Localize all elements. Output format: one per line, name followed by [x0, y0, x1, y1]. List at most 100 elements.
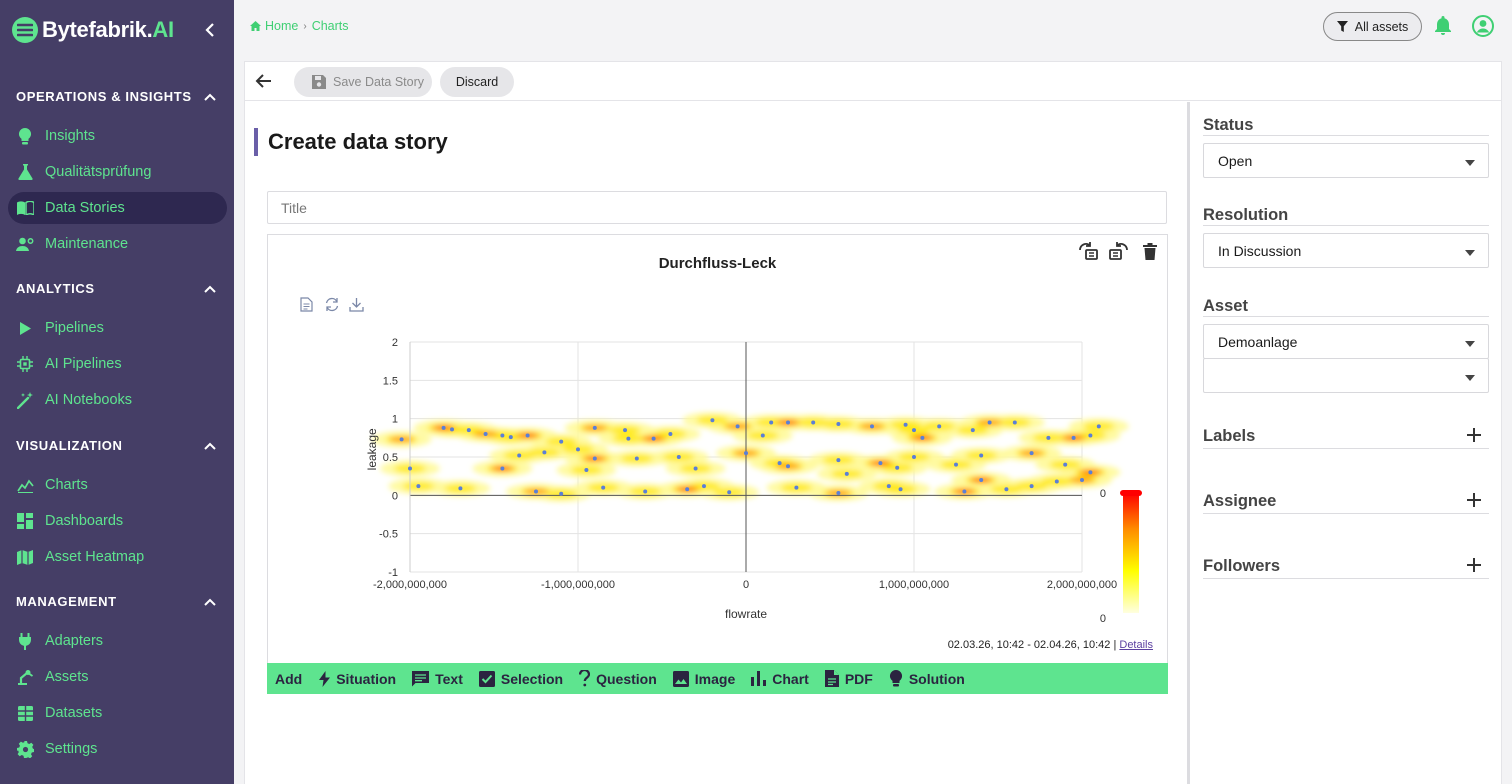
sidebar-item-assets[interactable]: Assets: [8, 661, 227, 693]
sidebar-section-header[interactable]: MANAGEMENT: [16, 591, 216, 611]
add-item-label: Situation: [336, 670, 397, 687]
user-account-icon[interactable]: [1472, 15, 1494, 42]
y-tick-label: -1: [388, 567, 398, 579]
add-situation-button[interactable]: Situation: [319, 670, 397, 687]
save-data-story-button[interactable]: Save Data Story: [294, 67, 432, 97]
chart-time-range: 02.03.26, 10:42 - 02.04.26, 10:42 | Deta…: [947, 639, 1153, 651]
panel-divider[interactable]: [1187, 102, 1190, 784]
chip-icon: [16, 355, 34, 373]
add-selection-button[interactable]: Selection: [478, 670, 563, 687]
download-save-image-icon[interactable]: [348, 296, 365, 313]
sidebar-item-label: Insights: [45, 128, 95, 144]
y-tick-label: 0: [392, 490, 398, 502]
sidebar-item-ai-notebooks[interactable]: AI Notebooks: [8, 384, 227, 416]
restore-refresh-icon[interactable]: [323, 296, 340, 313]
asset-sub-select[interactable]: [1203, 358, 1489, 393]
asset-select[interactable]: Demoanlage: [1203, 324, 1489, 359]
caret-down-icon: [1465, 153, 1475, 169]
x-tick-label: -2,000,000,000: [373, 579, 447, 591]
add-solution-button[interactable]: Solution: [889, 670, 965, 687]
sidebar-item-charts[interactable]: Charts: [8, 469, 227, 501]
data-point: [1004, 487, 1009, 492]
data-point: [979, 478, 984, 482]
resolution-divider: [1203, 225, 1489, 226]
all-assets-filter-button[interactable]: All assets: [1323, 12, 1422, 41]
resolution-value: In Discussion: [1218, 242, 1302, 259]
gear-icon: [16, 740, 34, 758]
sidebar-item-label: Charts: [45, 477, 88, 493]
add-chart-button[interactable]: Chart: [751, 671, 809, 687]
caret-down-icon: [1465, 368, 1475, 384]
add-text-button[interactable]: Text: [412, 670, 463, 687]
notifications-bell-icon[interactable]: [1434, 16, 1452, 41]
add-pdf-button[interactable]: PDF: [824, 670, 873, 687]
collapse-sidebar-button[interactable]: [200, 20, 220, 40]
sidebar-item-asset-heatmap[interactable]: Asset Heatmap: [8, 541, 227, 573]
back-arrow-icon[interactable]: [255, 72, 273, 95]
sidebar-section-title: MANAGEMENT: [16, 593, 117, 609]
add-question-button[interactable]: Question: [579, 670, 657, 687]
table-icon: [16, 704, 34, 722]
sidebar-item-maintenance[interactable]: Maintenance: [8, 228, 227, 260]
assignee-divider: [1203, 513, 1489, 514]
replace-chart-icon[interactable]: [1107, 240, 1130, 262]
data-point: [592, 456, 597, 461]
dashboard-icon: [16, 512, 34, 530]
discard-button[interactable]: Discard: [440, 67, 514, 97]
data-point: [744, 451, 748, 456]
breadcrumb-current-link[interactable]: Charts: [311, 19, 349, 33]
data-point: [559, 439, 564, 444]
line-chart-icon: [16, 476, 34, 494]
status-value: Open: [1218, 152, 1253, 169]
add-label-plus-icon[interactable]: [1467, 428, 1481, 442]
data-point: [794, 485, 799, 490]
move-up-icon[interactable]: [1076, 240, 1099, 262]
sidebar-section-header[interactable]: ANALYTICS: [16, 278, 216, 298]
data-point: [458, 486, 463, 491]
sidebar-item-dashboards[interactable]: Dashboards: [8, 505, 227, 537]
sidebar-item-pipelines[interactable]: Pipelines: [8, 312, 227, 344]
sidebar-item-settings[interactable]: Settings: [8, 733, 227, 765]
add-image-button[interactable]: Image: [672, 670, 735, 687]
sidebar-item-qualit-tspr-fung[interactable]: Qualitätsprüfung: [8, 156, 227, 188]
x-tick-label: -1,000,000,000: [541, 579, 615, 591]
sidebar-item-datasets[interactable]: Datasets: [8, 697, 227, 729]
data-point: [769, 420, 774, 425]
status-select[interactable]: Open: [1203, 143, 1489, 178]
sidebar-section-header[interactable]: VISUALIZATION: [16, 435, 216, 455]
brand-logo[interactable]: Bytefabrik.AI: [12, 14, 174, 46]
data-point: [668, 432, 673, 436]
data-view-icon[interactable]: [298, 296, 315, 313]
x-tick-label: 1,000,000,000: [879, 579, 949, 591]
sidebar-item-label: Asset Heatmap: [45, 549, 145, 565]
sidebar-item-insights[interactable]: Insights: [8, 120, 227, 152]
sidebar-section-title: VISUALIZATION: [16, 437, 123, 453]
data-point: [786, 420, 790, 425]
data-point: [584, 468, 589, 473]
plug-icon: [16, 632, 34, 650]
breadcrumb: Home › Charts: [250, 19, 349, 33]
data-point: [979, 453, 984, 458]
chevron-up-icon: [204, 438, 216, 453]
sidebar-section-header[interactable]: OPERATIONS & INSIGHTS: [16, 86, 216, 106]
details-link[interactable]: Details: [1119, 639, 1153, 651]
sidebar-item-data-stories[interactable]: Data Stories: [8, 192, 227, 224]
scrolled-item-icon: [16, 56, 36, 62]
status-section-title: Status: [1203, 116, 1254, 134]
data-point: [836, 491, 841, 496]
delete-trash-icon[interactable]: [1138, 240, 1161, 262]
breadcrumb-home-link[interactable]: Home: [265, 19, 299, 33]
sidebar-item-adapters[interactable]: Adapters: [8, 625, 227, 657]
chart-block: Durchfluss-Leck -2,000,000,000 -1,000,000…: [267, 234, 1168, 664]
add-assignee-plus-icon[interactable]: [1467, 493, 1481, 507]
resolution-select[interactable]: In Discussion: [1203, 233, 1489, 268]
data-point: [895, 465, 900, 470]
chart-tools: [298, 296, 365, 313]
sidebar-item-ai-pipelines[interactable]: AI Pipelines: [8, 348, 227, 380]
labels-divider: [1203, 448, 1489, 449]
data-point: [1080, 478, 1084, 482]
heatmap-plot[interactable]: -2,000,000,000 -1,000,000,000 0 1,000,000,0…: [356, 333, 1156, 629]
colorbar-max-label: 0: [1100, 488, 1106, 500]
add-follower-plus-icon[interactable]: [1467, 558, 1481, 572]
title-input[interactable]: Title: [267, 191, 1167, 224]
